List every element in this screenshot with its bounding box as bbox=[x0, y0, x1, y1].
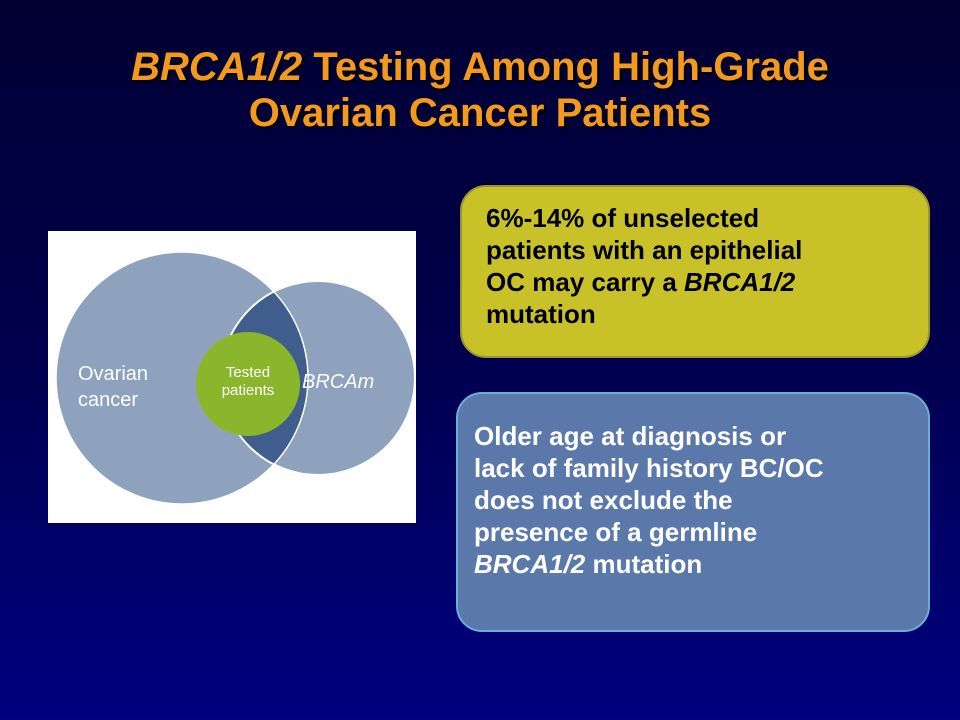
callout-1-line-3-pre: OC may carry a bbox=[486, 267, 685, 297]
brca-prevalence-callout: 6%-14% of unselected patients with an ep… bbox=[460, 185, 930, 358]
title-line-2: Ovarian Cancer Patients bbox=[248, 91, 712, 135]
ovarian-cancer-outline bbox=[55, 251, 309, 505]
callout-2-line-5: BRCA1/2 mutation bbox=[474, 548, 910, 580]
callout-2-line-4: presence of a germline bbox=[474, 517, 758, 547]
callout-2-line-1: Older age at diagnosis or bbox=[474, 421, 787, 451]
callout-2-line-5-rest: mutation bbox=[585, 549, 703, 579]
tested-patients-label-line-1: Tested bbox=[226, 364, 270, 381]
callout-1-line-4: mutation bbox=[486, 299, 596, 329]
slide-title: BRCA1/2 Testing Among High-Grade Ovarian… bbox=[0, 44, 960, 136]
callout-2-line-3: does not exclude the bbox=[474, 485, 733, 515]
callout-1-line-3: OC may carry a BRCA1/2 bbox=[486, 266, 908, 298]
callout-1-gene-name: BRCA1/2 bbox=[684, 267, 796, 297]
tested-patients-label-line-2: patients bbox=[222, 382, 275, 399]
title-line-1-rest: Testing Among High-Grade bbox=[302, 45, 829, 89]
callout-1-line-2: patients with an epithelial bbox=[486, 235, 803, 265]
brcam-label: BRCAm bbox=[302, 371, 374, 393]
title-gene-name: BRCA1/2 bbox=[131, 45, 303, 89]
callout-1-line-1: 6%-14% of unselected bbox=[486, 203, 760, 233]
testing-criteria-callout: Older age at diagnosis or lack of family… bbox=[456, 392, 930, 632]
tested-patients-circle bbox=[196, 332, 300, 436]
ovarian-cancer-label-line-1: Ovarian bbox=[78, 363, 148, 385]
callout-2-line-2: lack of family history BC/OC bbox=[474, 453, 824, 483]
venn-diagram: Ovarian cancer Tested patients BRCAm bbox=[55, 251, 416, 505]
venn-diagram-panel: Ovarian cancer Tested patients BRCAm bbox=[48, 231, 416, 523]
callout-2-gene-name: BRCA1/2 bbox=[474, 549, 586, 579]
title-line-1: BRCA1/2 Testing Among High-Grade bbox=[0, 44, 960, 90]
ovarian-cancer-label-line-2: cancer bbox=[78, 389, 138, 411]
